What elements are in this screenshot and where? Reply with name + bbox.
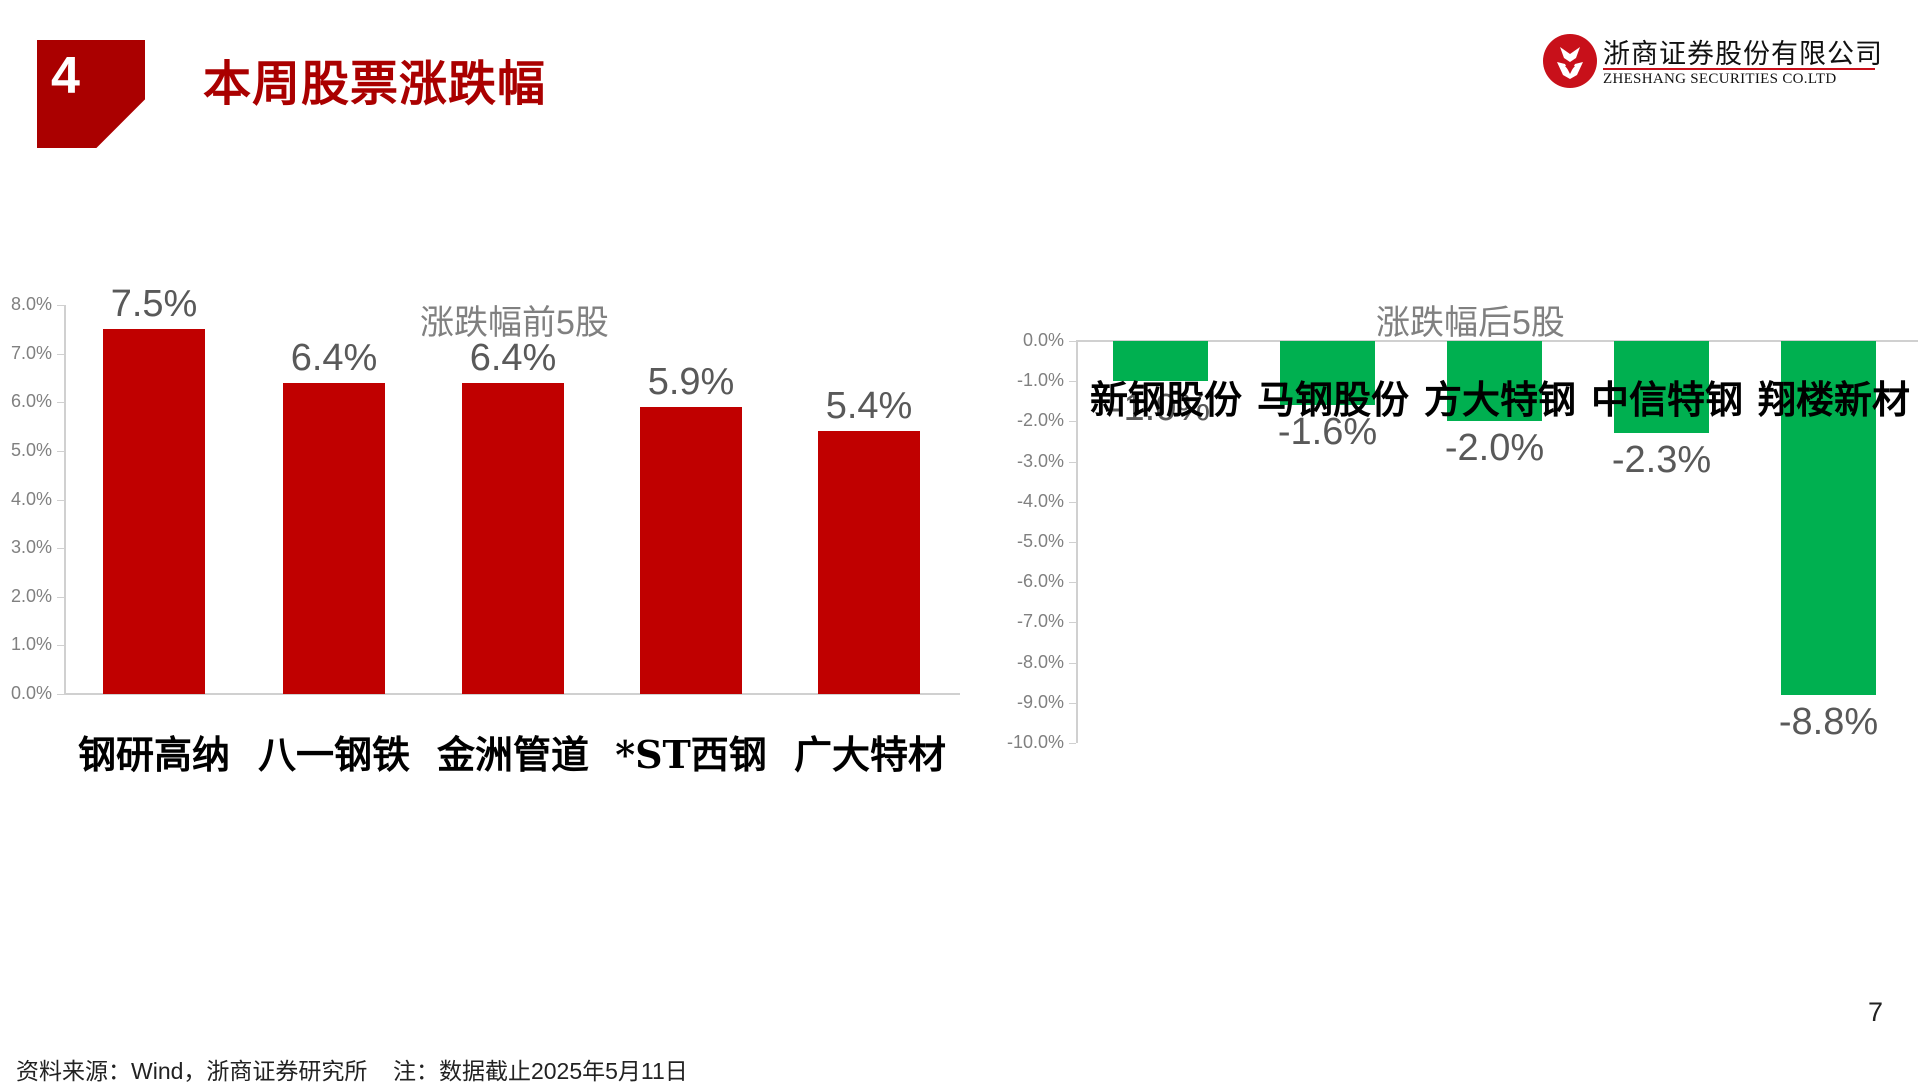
category-label: 新钢股份 bbox=[1089, 377, 1242, 422]
bar bbox=[283, 382, 385, 694]
bar bbox=[462, 382, 564, 694]
y-tick bbox=[1069, 702, 1076, 704]
y-tick-label: 3.0% bbox=[10, 537, 52, 558]
y-tick-label: -5.0% bbox=[1016, 531, 1064, 551]
chart-title: 涨跌幅前5股 bbox=[420, 304, 609, 342]
y-tick-label: -9.0% bbox=[1016, 691, 1064, 712]
y-tick-label: -2.0% bbox=[1016, 410, 1064, 431]
page-number: 7 bbox=[1868, 997, 1884, 1027]
y-tick bbox=[1069, 622, 1076, 624]
source-note: 资料来源：Wind，浙商证券研究所 注：数据截止2025年5月11日 bbox=[16, 1058, 688, 1084]
y-axis-line bbox=[1076, 341, 1078, 743]
bar-value-label: -2.0% bbox=[1444, 427, 1545, 470]
y-tick-label: 2.0% bbox=[10, 585, 52, 606]
category-label: *ST西钢 bbox=[615, 732, 767, 777]
y-tick bbox=[1069, 501, 1076, 503]
bar-value-label: 7.5% bbox=[110, 283, 198, 326]
y-tick bbox=[57, 596, 64, 598]
bottom5-losers-chart: 涨跌幅后5股 0.0% -1.0% -2.0% -3.0% -4.0% -5.0% -6.0%… bbox=[1006, 304, 1918, 752]
bar-value-label: -2.3% bbox=[1611, 439, 1712, 482]
y-tick bbox=[1069, 341, 1076, 342]
bar bbox=[1614, 341, 1709, 434]
page-title: 本周股票涨跌幅 bbox=[203, 58, 547, 111]
bar bbox=[1113, 341, 1208, 382]
y-tick bbox=[57, 450, 64, 452]
logo-divider bbox=[1603, 68, 1875, 70]
y-tick-label: 8.0% bbox=[10, 294, 52, 314]
company-logo: 浙商证券股份有限公司 ZHESHANG SECURITIES CO.LTD bbox=[1543, 32, 1883, 94]
y-tick-label: -8.0% bbox=[1016, 651, 1064, 672]
y-tick bbox=[1069, 421, 1076, 423]
y-tick-label: -4.0% bbox=[1016, 490, 1064, 511]
bar bbox=[103, 329, 205, 694]
section-number: 4 bbox=[51, 47, 80, 105]
y-tick bbox=[57, 645, 64, 647]
bar bbox=[640, 407, 742, 694]
category-label: 金洲管道 bbox=[436, 732, 589, 777]
section-number-badge: 4 bbox=[37, 40, 145, 148]
x-axis-line bbox=[64, 693, 960, 695]
bar bbox=[818, 431, 920, 694]
logo-emblem-icon bbox=[1543, 34, 1597, 88]
logo-en-name: ZHESHANG SECURITIES CO.LTD bbox=[1603, 71, 1837, 87]
category-label: 方大特钢 bbox=[1423, 377, 1576, 422]
y-tick-label: 6.0% bbox=[10, 391, 52, 412]
top5-gainers-chart: 涨跌幅前5股 8.0% 7.0% 6.0% 5.0% 4.0% 3.0% 2.0% 1.0% 0.… bbox=[0, 0, 980, 800]
bar-value-label: 5.9% bbox=[647, 361, 735, 404]
y-tick-label: -7.0% bbox=[1016, 611, 1064, 632]
y-tick bbox=[1069, 582, 1076, 584]
y-tick bbox=[1069, 662, 1076, 664]
y-tick-label: 1.0% bbox=[10, 634, 52, 655]
bar-value-label: 5.4% bbox=[825, 385, 913, 428]
category-label: 钢研高纳 bbox=[77, 732, 230, 777]
category-label: 中信特钢 bbox=[1590, 377, 1743, 422]
y-tick bbox=[57, 499, 64, 501]
bar-value-label: -1.6% bbox=[1277, 411, 1378, 454]
y-tick bbox=[57, 305, 64, 306]
bar bbox=[1781, 341, 1876, 695]
bar-value-label: 6.4% bbox=[290, 336, 378, 379]
y-tick bbox=[57, 353, 64, 355]
bar-value-label: 6.4% bbox=[469, 336, 557, 379]
bar-value-label: -1.0% bbox=[1110, 387, 1211, 430]
category-label: 八一钢铁 bbox=[257, 732, 410, 777]
y-tick-label: -6.0% bbox=[1016, 571, 1064, 592]
y-tick-label: 0.0% bbox=[10, 683, 52, 703]
category-label: 翔楼新材 bbox=[1757, 377, 1910, 422]
y-tick bbox=[57, 548, 64, 550]
chart-title: 涨跌幅后5股 bbox=[1376, 304, 1565, 342]
y-tick-label: -1.0% bbox=[1016, 370, 1064, 391]
category-label: 马钢股份 bbox=[1256, 377, 1409, 422]
logo-cn-name: 浙商证券股份有限公司 bbox=[1603, 39, 1883, 70]
category-label: 广大特材 bbox=[793, 732, 946, 777]
y-tick-label: 7.0% bbox=[10, 342, 52, 363]
y-tick-label: -3.0% bbox=[1016, 450, 1064, 471]
y-tick bbox=[1069, 381, 1076, 383]
bar bbox=[1447, 341, 1542, 422]
y-tick bbox=[57, 694, 64, 695]
y-tick-label: 5.0% bbox=[10, 439, 52, 460]
y-tick-label: -10.0% bbox=[1006, 732, 1064, 752]
y-tick bbox=[1069, 542, 1076, 543]
y-tick bbox=[57, 402, 64, 404]
bar-value-label: -8.8% bbox=[1778, 700, 1879, 743]
bar bbox=[1280, 341, 1375, 406]
y-tick-label: 0.0% bbox=[1022, 330, 1064, 350]
y-axis-line bbox=[64, 305, 66, 694]
y-tick bbox=[1069, 743, 1076, 744]
y-tick bbox=[1069, 461, 1076, 463]
y-tick-label: 4.0% bbox=[10, 488, 52, 509]
